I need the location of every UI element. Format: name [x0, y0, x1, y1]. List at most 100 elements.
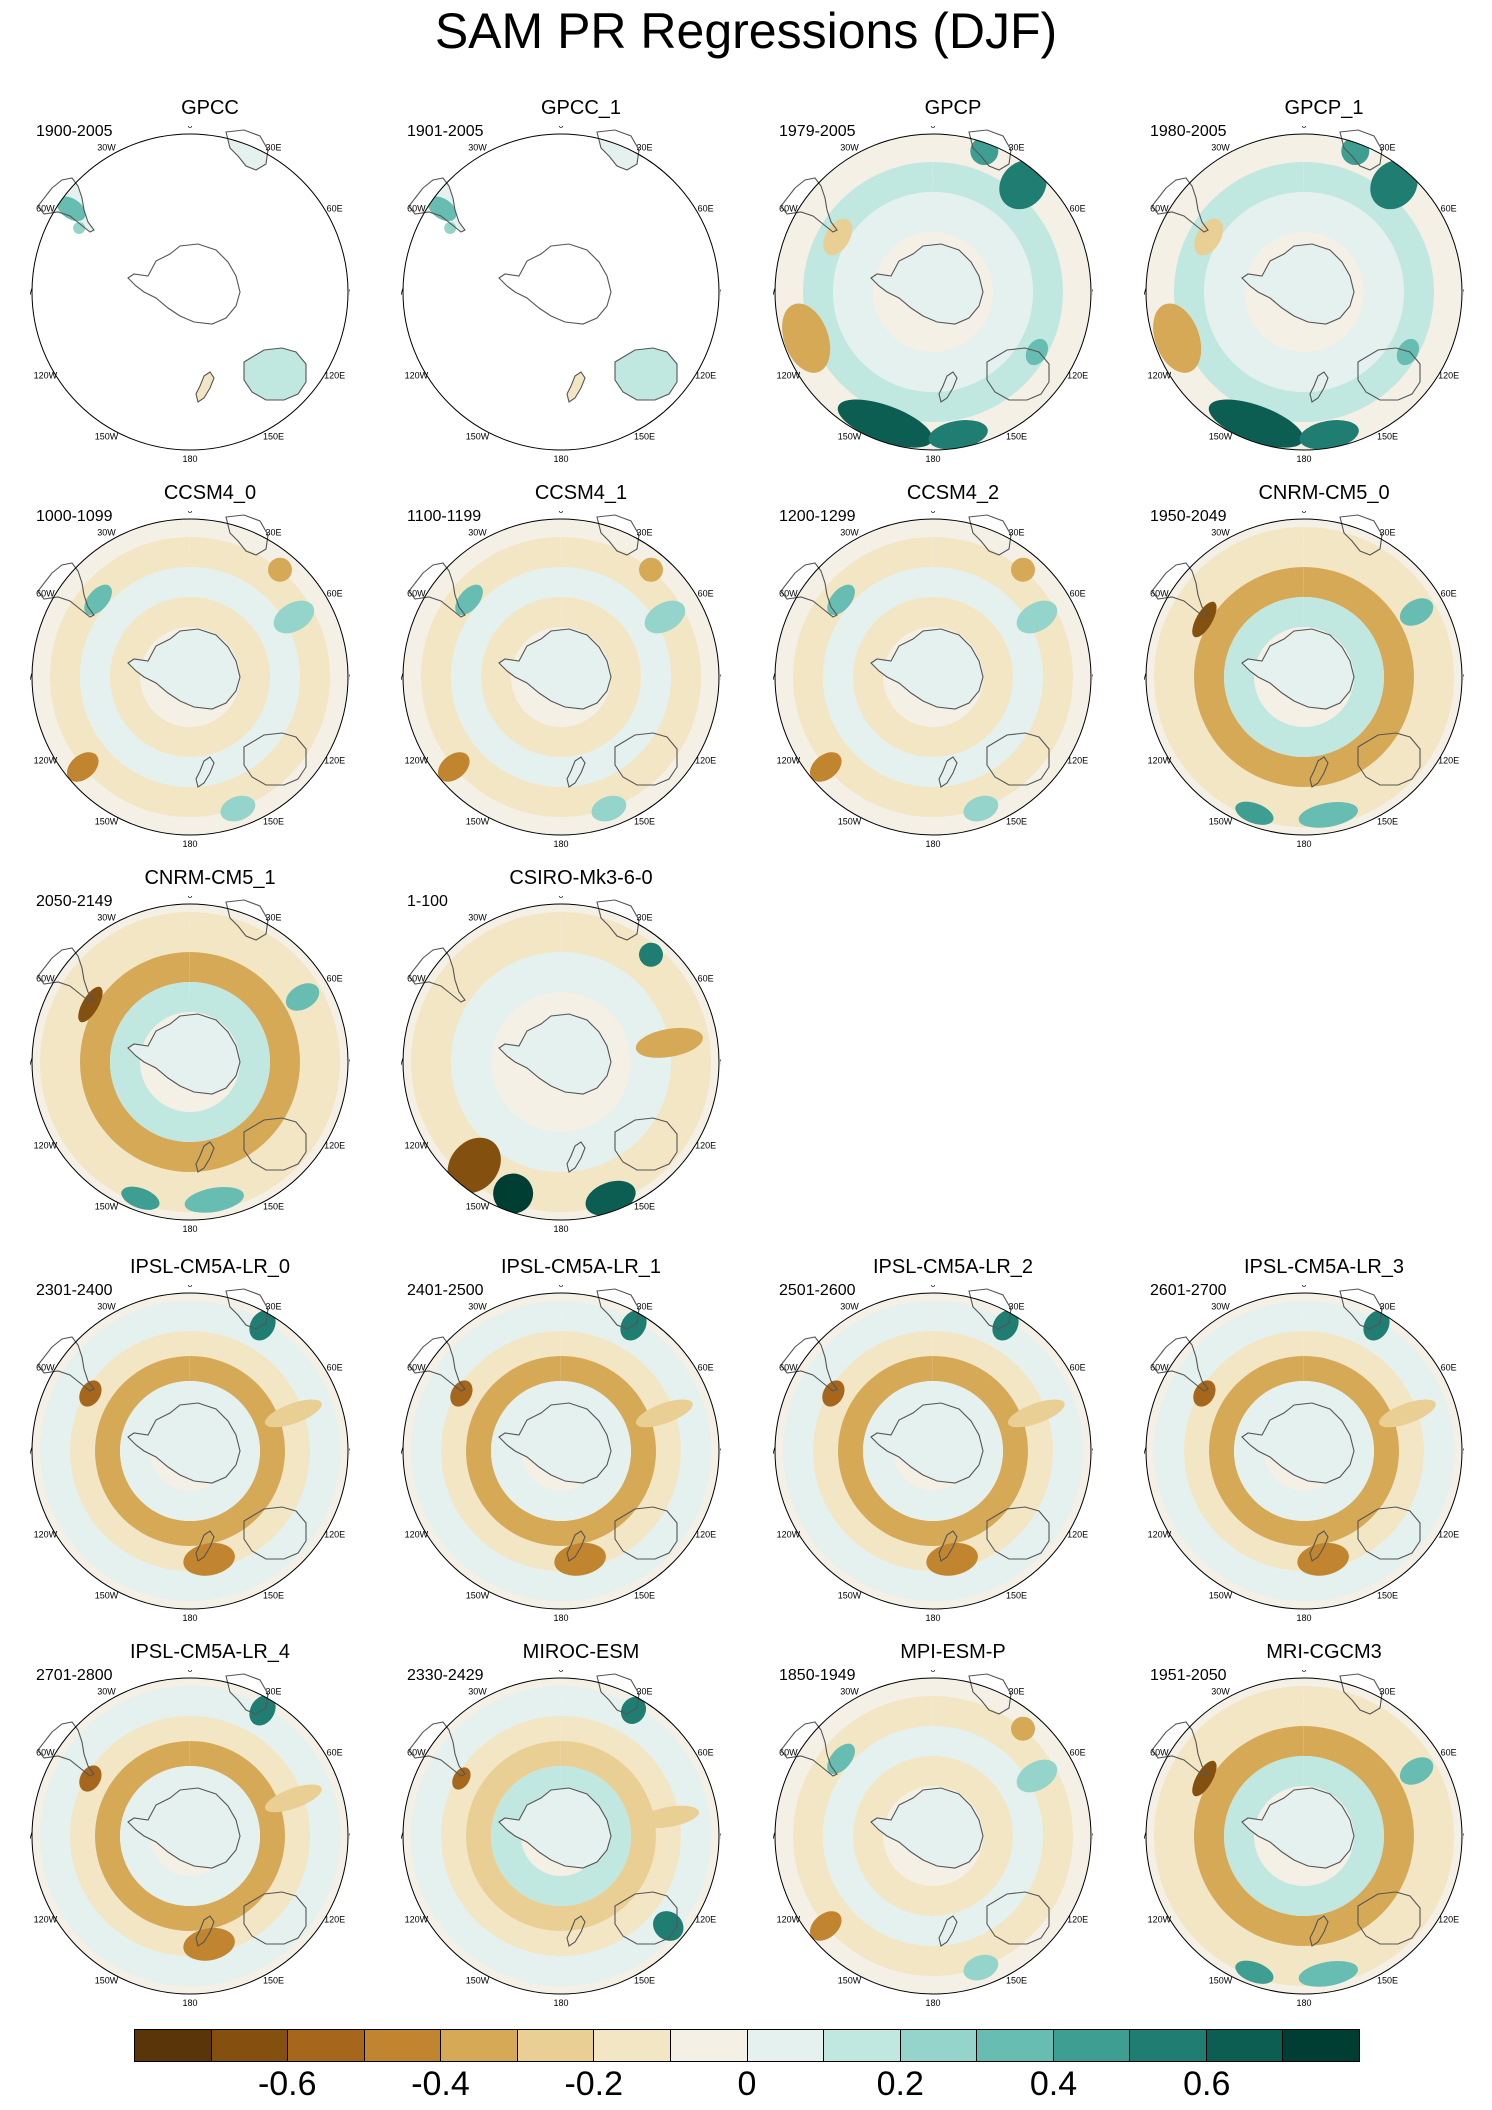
longitude-label: 120E — [324, 756, 345, 766]
longitude-label: 150W — [1209, 1976, 1233, 1986]
colorbar-swatch — [747, 2030, 825, 2061]
longitude-label: 120E — [324, 371, 345, 381]
longitude-label: 60W — [407, 1363, 426, 1373]
longitude-label: 30W — [97, 1686, 116, 1696]
longitude-label: 60W — [407, 1748, 426, 1758]
colorbar-tick-label: 0.2 — [876, 2065, 924, 2103]
map-panel-ipsl-cm5a-lr-4: IPSL-CM5A-LR_4 2701-2800 0 30E 60E 90E 120E 150… — [30, 1640, 390, 2020]
longitude-label: 150E — [263, 1591, 284, 1601]
panel-title: MRI-CGCM3 — [1266, 1641, 1382, 1663]
polar-stereographic-map: 0 30E 60E 90E 120E 150E 180 150W 120W 90W 60W 30W — [401, 126, 721, 464]
colorbar-tick-label: -0.4 — [411, 2065, 470, 2103]
panel-year-range: 1200-1299 — [779, 508, 856, 525]
longitude-label: 90E — [1092, 1446, 1093, 1456]
longitude-label: 150W — [1209, 432, 1233, 442]
longitude-label: 150W — [95, 817, 119, 827]
longitude-label: 90W — [1144, 1446, 1147, 1456]
polar-stereographic-map: 0 30E 60E 90E 120E 150E 180 150W 120W 90W 60W 30W — [401, 1285, 721, 1623]
longitude-label: 150E — [263, 817, 284, 827]
longitude-label: 90W — [30, 1831, 33, 1841]
colorbar-swatch — [900, 2030, 978, 2061]
longitude-label: 90W — [773, 1446, 776, 1456]
longitude-label: 30E — [1008, 527, 1024, 537]
panel-title: GPCP — [924, 97, 982, 119]
polar-stereographic-map: 0 30E 60E 90E 120E 150E 180 150W 120W 90W 60W 30W — [773, 1285, 1093, 1623]
panel-year-range: 2701-2800 — [36, 1667, 113, 1684]
longitude-label: 0 — [1301, 126, 1306, 130]
colorbar-swatch — [517, 2030, 595, 2061]
polar-stereographic-map: 0 30E 60E 90E 120E 150E 180 150W 120W 90W 60W 30W — [1144, 1285, 1464, 1623]
longitude-label: 120W — [1148, 1915, 1172, 1925]
longitude-label: 60W — [407, 204, 426, 214]
longitude-label: 60E — [327, 1363, 343, 1373]
longitude-label: 180 — [553, 454, 568, 464]
panel-title: GPCP_1 — [1284, 97, 1364, 119]
longitude-label: 180 — [925, 454, 940, 464]
panel-title: MIROC-ESM — [522, 1641, 640, 1663]
longitude-label: 120E — [695, 1530, 716, 1540]
longitude-label: 0 — [930, 1670, 935, 1674]
longitude-label: 90E — [1463, 287, 1464, 297]
longitude-label: 180 — [1296, 839, 1311, 849]
map-panel-mri-cgcm3: MRI-CGCM3 1951-2050 0 30E 60E 90E 120E 150E 180 1… — [1144, 1640, 1492, 2020]
longitude-label: 60W — [1150, 1748, 1169, 1758]
map-panel-miroc-esm: MIROC-ESM 2330-2429 0 30E 60E 90E 120E 150E 180 1… — [401, 1640, 761, 2020]
longitude-label: 30E — [1008, 1301, 1024, 1311]
longitude-label: 150W — [466, 817, 490, 827]
panel-title: IPSL-CM5A-LR_0 — [129, 1256, 291, 1278]
panel-title: IPSL-CM5A-LR_4 — [129, 1641, 291, 1663]
panel-title: CCSM4_2 — [906, 482, 1000, 504]
longitude-label: 0 — [558, 896, 563, 900]
longitude-label: 30W — [468, 1301, 487, 1311]
polar-stereographic-map: 0 30E 60E 90E 120E 150E 180 150W 120W 90W 60W 30W — [30, 1285, 350, 1623]
colorbar-swatch — [824, 2030, 901, 2061]
longitude-label: 120W — [1148, 371, 1172, 381]
longitude-label: 30E — [1379, 527, 1395, 537]
longitude-label: 120E — [695, 371, 716, 381]
panel-year-range: 2050-2149 — [36, 893, 113, 910]
longitude-label: 150E — [634, 817, 655, 827]
polar-stereographic-map: 0 30E 60E 90E 120E 150E 180 150W 120W 90W 60W 30W — [773, 1670, 1093, 2008]
polar-stereographic-map: 0 30E 60E 90E 120E 150E 180 150W 120W 90W 60W 30W — [1144, 1670, 1464, 2008]
longitude-label: 120W — [777, 756, 801, 766]
map-panel-ccsm4-0: CCSM4_0 1000-1099 0 30E 60E 90E 120E 150E 180 150… — [30, 481, 390, 861]
longitude-label: 120W — [405, 1915, 429, 1925]
longitude-label: 90W — [773, 1831, 776, 1841]
longitude-label: 0 — [1301, 511, 1306, 515]
longitude-label: 30E — [1008, 142, 1024, 152]
longitude-label: 120E — [324, 1530, 345, 1540]
longitude-label: 30E — [636, 1301, 652, 1311]
longitude-label: 30W — [1211, 1686, 1230, 1696]
longitude-label: 150E — [1377, 1591, 1398, 1601]
panel-year-range: 1900-2005 — [36, 123, 113, 140]
longitude-label: 0 — [187, 896, 192, 900]
panel-title: GPCC_1 — [540, 97, 622, 119]
longitude-label: 30E — [265, 1686, 281, 1696]
longitude-label: 180 — [553, 1224, 568, 1234]
polar-stereographic-map: 0 30E 60E 90E 120E 150E 180 150W 120W 90W 60W 30W — [30, 511, 350, 849]
panel-year-range: 1979-2005 — [779, 123, 856, 140]
map-panel-gpcp-1: GPCP_1 1980-2005 0 30E 60E 90E 120E 150E 180 150W… — [1144, 96, 1492, 476]
longitude-label: 120W — [1148, 1530, 1172, 1540]
longitude-label: 150E — [634, 1591, 655, 1601]
longitude-label: 150E — [634, 1202, 655, 1212]
longitude-label: 90W — [30, 1446, 33, 1456]
longitude-label: 60E — [698, 974, 714, 984]
longitude-label: 30E — [636, 142, 652, 152]
longitude-label: 60E — [1070, 589, 1086, 599]
longitude-label: 0 — [187, 126, 192, 130]
longitude-label: 0 — [187, 511, 192, 515]
panel-year-range: 2601-2700 — [1150, 1282, 1227, 1299]
longitude-label: 90E — [1092, 1831, 1093, 1841]
colorbar-swatch — [1283, 2030, 1359, 2061]
longitude-label: 120E — [1438, 371, 1459, 381]
longitude-label: 90W — [30, 1057, 33, 1067]
polar-stereographic-map: 0 30E 60E 90E 120E 150E 180 150W 120W 90W 60W 30W — [773, 511, 1093, 849]
longitude-label: 150E — [263, 1976, 284, 1986]
longitude-label: 0 — [1301, 1285, 1306, 1289]
longitude-label: 90W — [401, 1831, 404, 1841]
panel-title: MPI-ESM-P — [900, 1641, 1006, 1663]
longitude-label: 0 — [558, 126, 563, 130]
longitude-label: 120W — [405, 1141, 429, 1151]
colorbar-tick-label: -0.6 — [257, 2065, 317, 2103]
